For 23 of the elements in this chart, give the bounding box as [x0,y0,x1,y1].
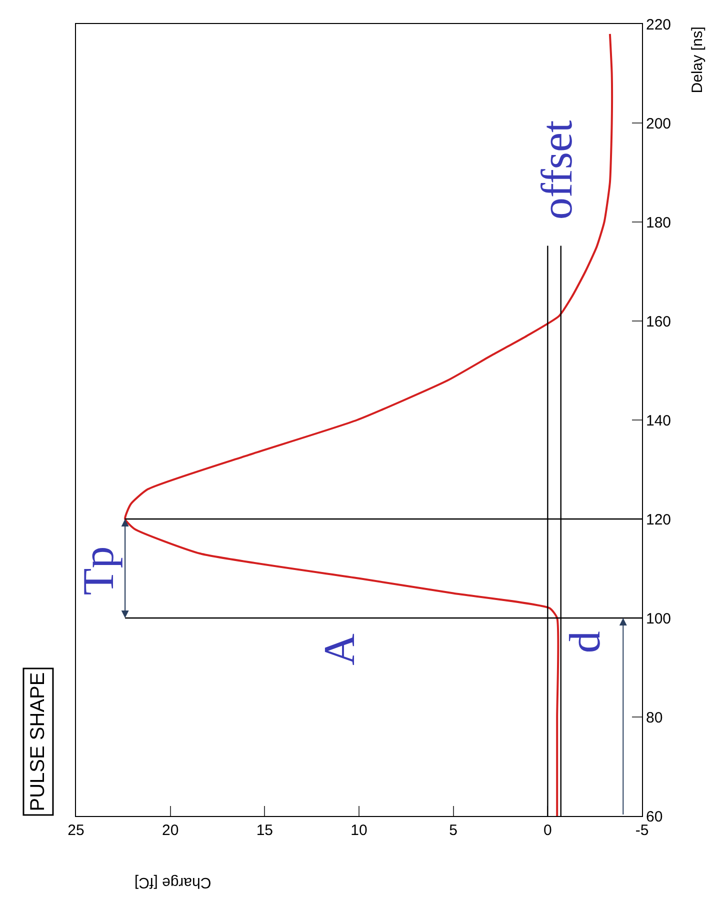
x-tick-label: 5 [449,822,458,839]
annotation: offset [532,120,582,220]
x-axis-title: Charge [fC] [134,874,212,891]
annotation: A [315,633,364,666]
y-tick-label: 140 [646,412,672,430]
y-tick-label: 180 [646,214,672,232]
y-tick-label: 220 [646,16,672,34]
y-tick-label: 100 [646,610,672,628]
y-tick-label: 60 [646,808,663,826]
annotation: d [560,631,610,654]
x-tick-label: 20 [162,822,179,839]
y-tick-label: 80 [646,709,663,726]
x-tick-label: 0 [544,822,552,839]
x-tick-label: 10 [350,822,368,839]
annotation: Tp [74,546,124,596]
y-tick-label: 160 [646,313,672,330]
x-tick-label: 25 [68,822,84,839]
x-tick-label: -5 [635,822,649,839]
y-axis-title: Delay [ns] [689,26,706,94]
text: PULSE SHAPE [27,672,50,812]
x-tick-label: 15 [256,822,274,839]
y-tick-label: 200 [646,115,672,132]
y-tick-label: 120 [646,511,672,528]
